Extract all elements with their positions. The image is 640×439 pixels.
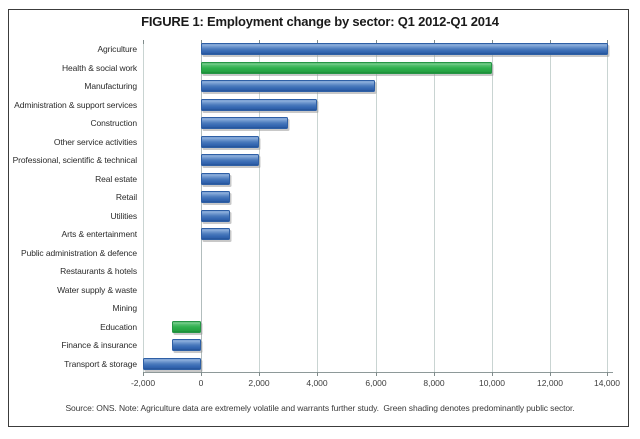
bar — [172, 321, 201, 333]
figure-border — [8, 9, 629, 427]
bar — [201, 99, 317, 111]
tick-mark — [550, 372, 551, 376]
tick-mark — [434, 40, 435, 44]
bar — [201, 62, 492, 74]
gridline — [317, 40, 318, 373]
tick-mark — [143, 372, 144, 376]
tick-mark — [550, 40, 551, 44]
category-label: Real estate — [95, 174, 137, 184]
bar — [201, 191, 230, 203]
category-label: Administration & support services — [14, 100, 137, 110]
x-tick-label: 8,000 — [423, 378, 445, 388]
bar — [201, 136, 259, 148]
x-axis-labels: -2,000 0 2,000 4,000 6,000 8,000 10,000 12,000 1… — [131, 378, 620, 390]
gridline — [607, 40, 608, 373]
x-tick-label: 14,000 — [594, 378, 620, 388]
tick-mark — [143, 40, 144, 44]
bar — [201, 173, 230, 185]
x-axis-line — [143, 372, 613, 373]
bar — [201, 210, 230, 222]
gridline — [550, 40, 551, 373]
x-tick-label: -2,000 — [130, 378, 156, 388]
gridline — [143, 40, 144, 373]
x-tick-label: 4,000 — [306, 378, 328, 388]
bar — [201, 117, 288, 129]
tick-mark — [317, 40, 318, 44]
category-label: Other service activities — [53, 137, 137, 147]
category-label: Restaurants & hotels — [60, 266, 137, 276]
tick-mark — [492, 372, 493, 376]
category-label: Retail — [115, 192, 137, 202]
bar — [201, 154, 259, 166]
source-note: Source: ONS. Note: Agriculture data are … — [65, 403, 575, 413]
gridline — [376, 40, 377, 373]
tick-mark — [376, 372, 377, 376]
category-label: Mining — [112, 303, 138, 313]
tick-mark — [317, 372, 318, 376]
category-label: Agriculture — [97, 44, 137, 54]
x-tick-label: 2,000 — [248, 378, 270, 388]
tick-mark — [201, 372, 202, 376]
category-label: Health & social work — [61, 63, 137, 73]
category-label: Utilities — [110, 211, 138, 221]
bar — [201, 228, 230, 240]
category-label: Arts & entertainment — [61, 229, 138, 239]
category-label: Manufacturing — [84, 81, 137, 91]
tick-mark — [376, 40, 377, 44]
x-tick-label: 0 — [198, 378, 204, 388]
gridline — [434, 40, 435, 373]
category-label: Professional, scientific & technical — [12, 155, 138, 165]
category-label: Finance & insurance — [61, 340, 137, 350]
tick-mark — [259, 372, 260, 376]
bar — [172, 339, 201, 351]
tick-mark — [259, 40, 260, 44]
tick-mark — [607, 40, 608, 44]
gridline — [259, 40, 260, 373]
plot-area — [143, 40, 613, 376]
category-label: Public administration & defence — [21, 248, 137, 258]
x-tick-label: 12,000 — [537, 378, 563, 388]
category-label: Education — [100, 322, 137, 332]
x-tick-label: 6,000 — [365, 378, 387, 388]
tick-mark — [434, 372, 435, 376]
tick-mark — [201, 40, 202, 44]
category-axis: Agriculture Health & social work Manufactu… — [2, 40, 138, 373]
x-tick-label: 10,000 — [479, 378, 505, 388]
category-label: Water supply & waste — [57, 285, 137, 295]
bar — [201, 80, 375, 92]
category-label: Construction — [90, 118, 137, 128]
tick-mark — [607, 372, 608, 376]
chart-title: FIGURE 1: Employment change by sector: Q… — [141, 14, 499, 29]
tick-mark — [492, 40, 493, 44]
gridline — [201, 40, 202, 373]
gridline — [492, 40, 493, 373]
bar — [201, 43, 608, 55]
bar — [143, 358, 201, 370]
category-label: Transport & storage — [64, 359, 137, 369]
